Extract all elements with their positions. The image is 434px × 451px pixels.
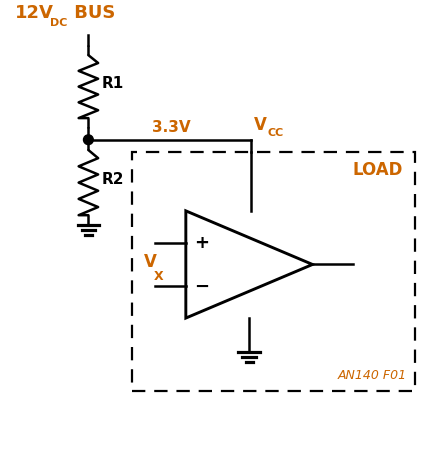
Text: −: − — [194, 277, 208, 295]
Text: BUS: BUS — [68, 4, 115, 22]
Circle shape — [83, 136, 93, 145]
Text: 12V: 12V — [15, 4, 54, 22]
Text: DC: DC — [50, 18, 68, 28]
Text: CC: CC — [267, 128, 283, 138]
Text: X: X — [153, 270, 163, 283]
Text: LOAD: LOAD — [352, 161, 402, 179]
Text: AN140 F01: AN140 F01 — [337, 368, 406, 382]
Text: R1: R1 — [102, 76, 124, 91]
Text: 3.3V: 3.3V — [151, 120, 190, 134]
Text: +: + — [194, 234, 208, 252]
Bar — [132, 153, 414, 391]
Text: V: V — [144, 252, 156, 270]
Text: V: V — [253, 115, 266, 133]
Text: R2: R2 — [102, 172, 124, 187]
